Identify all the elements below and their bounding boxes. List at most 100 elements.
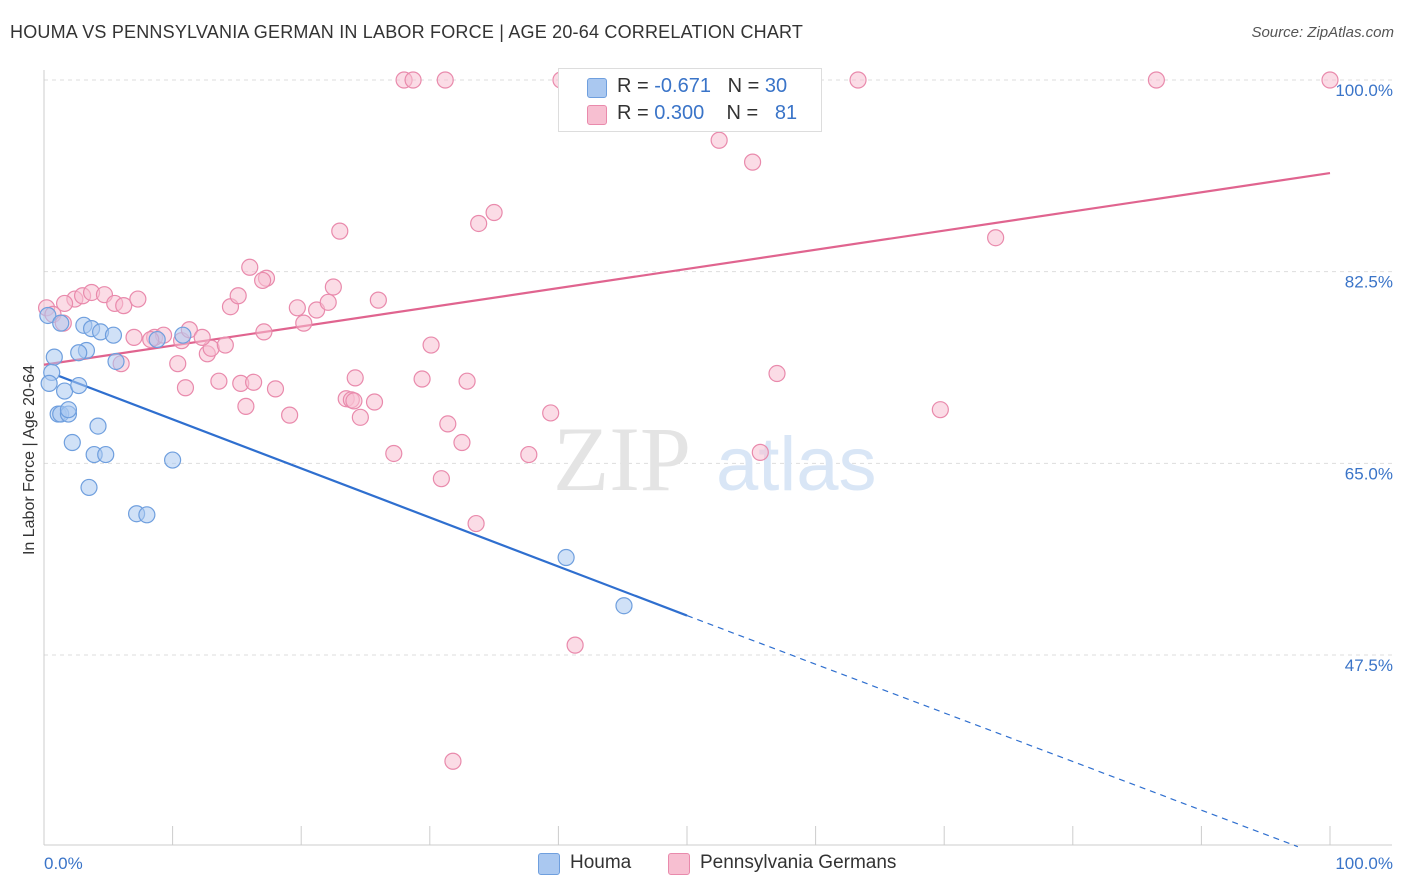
y-tick-labels: 47.5% 65.0% 82.5% 100.0%	[1335, 81, 1393, 675]
legend-penn-r-label: R =	[617, 102, 655, 124]
point-penn-70	[169, 355, 187, 373]
point-houma-0	[39, 306, 57, 325]
point-penn-44	[436, 71, 454, 89]
point-penn-46	[453, 433, 471, 452]
point-penn-51	[520, 445, 538, 464]
point-penn-68	[444, 752, 462, 770]
x-tick-label-0: 0.0%	[44, 854, 83, 873]
point-penn-25	[281, 406, 299, 424]
watermark: ZIP atlas	[553, 408, 877, 510]
y-axis-label: In Labor Force | Age 20-64	[21, 364, 38, 556]
point-penn-50	[485, 203, 503, 222]
chart-title: HOUMA VS PENNSYLVANIA GERMAN IN LABOR FO…	[10, 22, 804, 42]
point-penn-62	[768, 364, 786, 383]
point-penn-74	[237, 397, 255, 415]
point-penn-67	[1321, 71, 1339, 89]
point-penn-47	[458, 372, 476, 390]
point-houma-19	[63, 433, 81, 452]
point-houma-18	[89, 417, 107, 435]
point-penn-66	[1147, 71, 1165, 89]
point-penn-26	[288, 299, 306, 317]
point-houma-13	[70, 376, 88, 395]
point-penn-79	[345, 392, 363, 410]
point-penn-63	[849, 71, 867, 89]
point-penn-48	[467, 514, 485, 533]
point-houma-4	[52, 314, 70, 332]
point-houma-27	[174, 326, 192, 344]
point-penn-31	[331, 222, 349, 240]
point-penn-65	[987, 229, 1005, 247]
series-label-houma: Houma	[570, 852, 632, 873]
legend-penn-n-value: 81	[774, 102, 798, 124]
point-penn-42	[422, 336, 440, 354]
point-houma-8	[104, 326, 123, 344]
legend-penn-n-label: N =	[726, 102, 764, 124]
legend-penn-r-value: 0.300	[654, 102, 705, 124]
legend-houma-n-value: 30	[764, 75, 788, 97]
point-houma-10	[70, 344, 88, 362]
point-houma-25	[138, 506, 156, 524]
point-penn-69	[210, 372, 228, 390]
point-penn-64	[931, 401, 949, 419]
series-swatch-houma	[538, 853, 560, 875]
point-houma-29	[615, 597, 633, 615]
point-penn-19	[229, 287, 247, 305]
point-penn-20	[241, 258, 259, 276]
point-penn-49	[470, 214, 488, 233]
y-tick-label-1: 65.0%	[1345, 464, 1393, 483]
point-penn-52	[542, 404, 560, 422]
point-penn-27	[295, 314, 313, 332]
y-tick-label-3: 100.0%	[1335, 81, 1393, 100]
grid-lines	[44, 79, 1392, 656]
legend-houma-r-label: R =	[617, 75, 655, 97]
point-penn-54	[566, 636, 584, 654]
x-tick-labels: 0.0% 100.0%	[44, 854, 1393, 873]
point-penn-43	[432, 470, 450, 488]
trend-line-houma	[57, 374, 688, 617]
point-penn-10	[55, 294, 74, 313]
point-penn-77	[193, 328, 211, 346]
point-penn-22	[254, 271, 272, 290]
point-houma-23	[80, 478, 98, 497]
point-penn-61	[751, 443, 769, 461]
point-penn-45	[439, 415, 457, 433]
legend-houma-r-value: -0.671	[654, 75, 711, 97]
legend-houma-n-label: N =	[727, 75, 765, 97]
point-penn-40	[404, 71, 422, 89]
watermark-zip: ZIP	[553, 408, 691, 510]
y-tick-label-0: 47.5%	[1345, 656, 1393, 675]
trend-line-penn	[43, 172, 1331, 366]
point-penn-59	[710, 131, 728, 149]
point-penn-8	[115, 297, 133, 315]
point-houma-26	[148, 330, 166, 349]
y-tick-label-2: 82.5%	[1345, 273, 1393, 292]
point-penn-38	[385, 444, 403, 463]
point-penn-41	[413, 370, 431, 388]
point-penn-35	[351, 408, 369, 426]
point-penn-73	[176, 379, 195, 397]
watermark-atlas: atlas	[716, 422, 877, 507]
point-houma-22	[164, 451, 182, 469]
point-houma-28	[557, 548, 575, 567]
point-penn-23	[255, 323, 273, 341]
point-penn-78	[216, 336, 234, 354]
legend-swatch-penn	[587, 105, 607, 125]
point-houma-1	[45, 348, 63, 366]
point-penn-34	[346, 369, 364, 387]
point-penn-30	[324, 278, 342, 296]
trend-line-houma-extension	[686, 615, 1299, 848]
x-tick-label-1: 100.0%	[1335, 854, 1393, 873]
correlation-legend: R = -0.671 N = 30 R = 0.300 N = 81	[558, 68, 822, 132]
point-penn-36	[365, 393, 384, 411]
chart-source: Source: ZipAtlas.com	[1251, 24, 1394, 41]
point-penn-60	[743, 153, 762, 171]
point-penn-37	[369, 291, 387, 309]
point-penn-75	[245, 373, 263, 391]
point-houma-11	[107, 352, 125, 371]
series-label-penn: Pennsylvania Germans	[700, 852, 897, 873]
point-penn-24	[266, 380, 285, 398]
point-penn-9	[129, 290, 147, 308]
point-penn-29	[319, 293, 337, 311]
point-houma-21	[97, 445, 115, 464]
